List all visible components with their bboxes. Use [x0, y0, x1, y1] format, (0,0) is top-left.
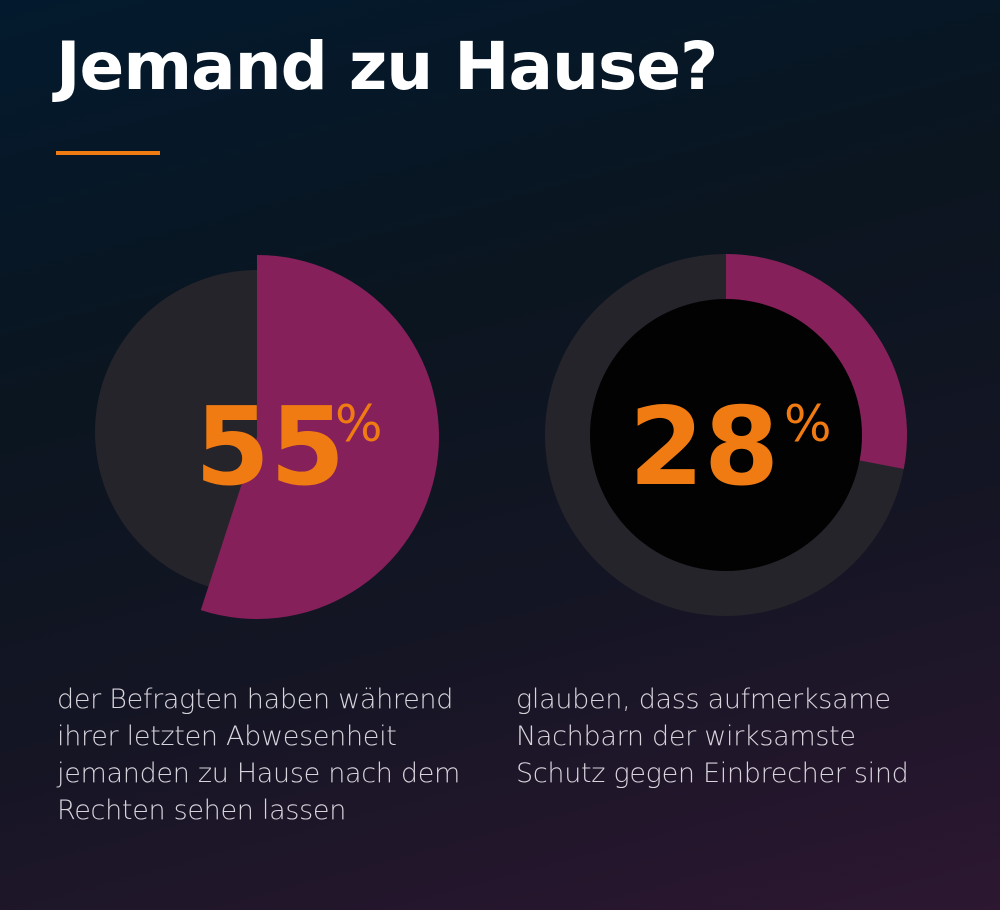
pie-1-highlight-slice [200, 255, 440, 619]
title-underline [56, 151, 160, 155]
pie-2-value-label: 28 [629, 385, 779, 510]
page-title: Jemand zu Hause? [56, 28, 718, 105]
pie-1-value-label: 55 [195, 385, 345, 510]
caption-chart-2: glauben, dass aufmerksame Nachbarn der w… [516, 684, 909, 789]
pie-1-unit-label: % [335, 395, 383, 453]
caption-chart-1: der Befragten haben während ihrer letzte… [57, 684, 461, 826]
pie-chart-2: 28 % [545, 254, 907, 616]
pie-chart-1: 55 % [95, 255, 440, 619]
pie-2-center-hole [590, 299, 862, 571]
pie-2-unit-label: % [784, 395, 832, 453]
